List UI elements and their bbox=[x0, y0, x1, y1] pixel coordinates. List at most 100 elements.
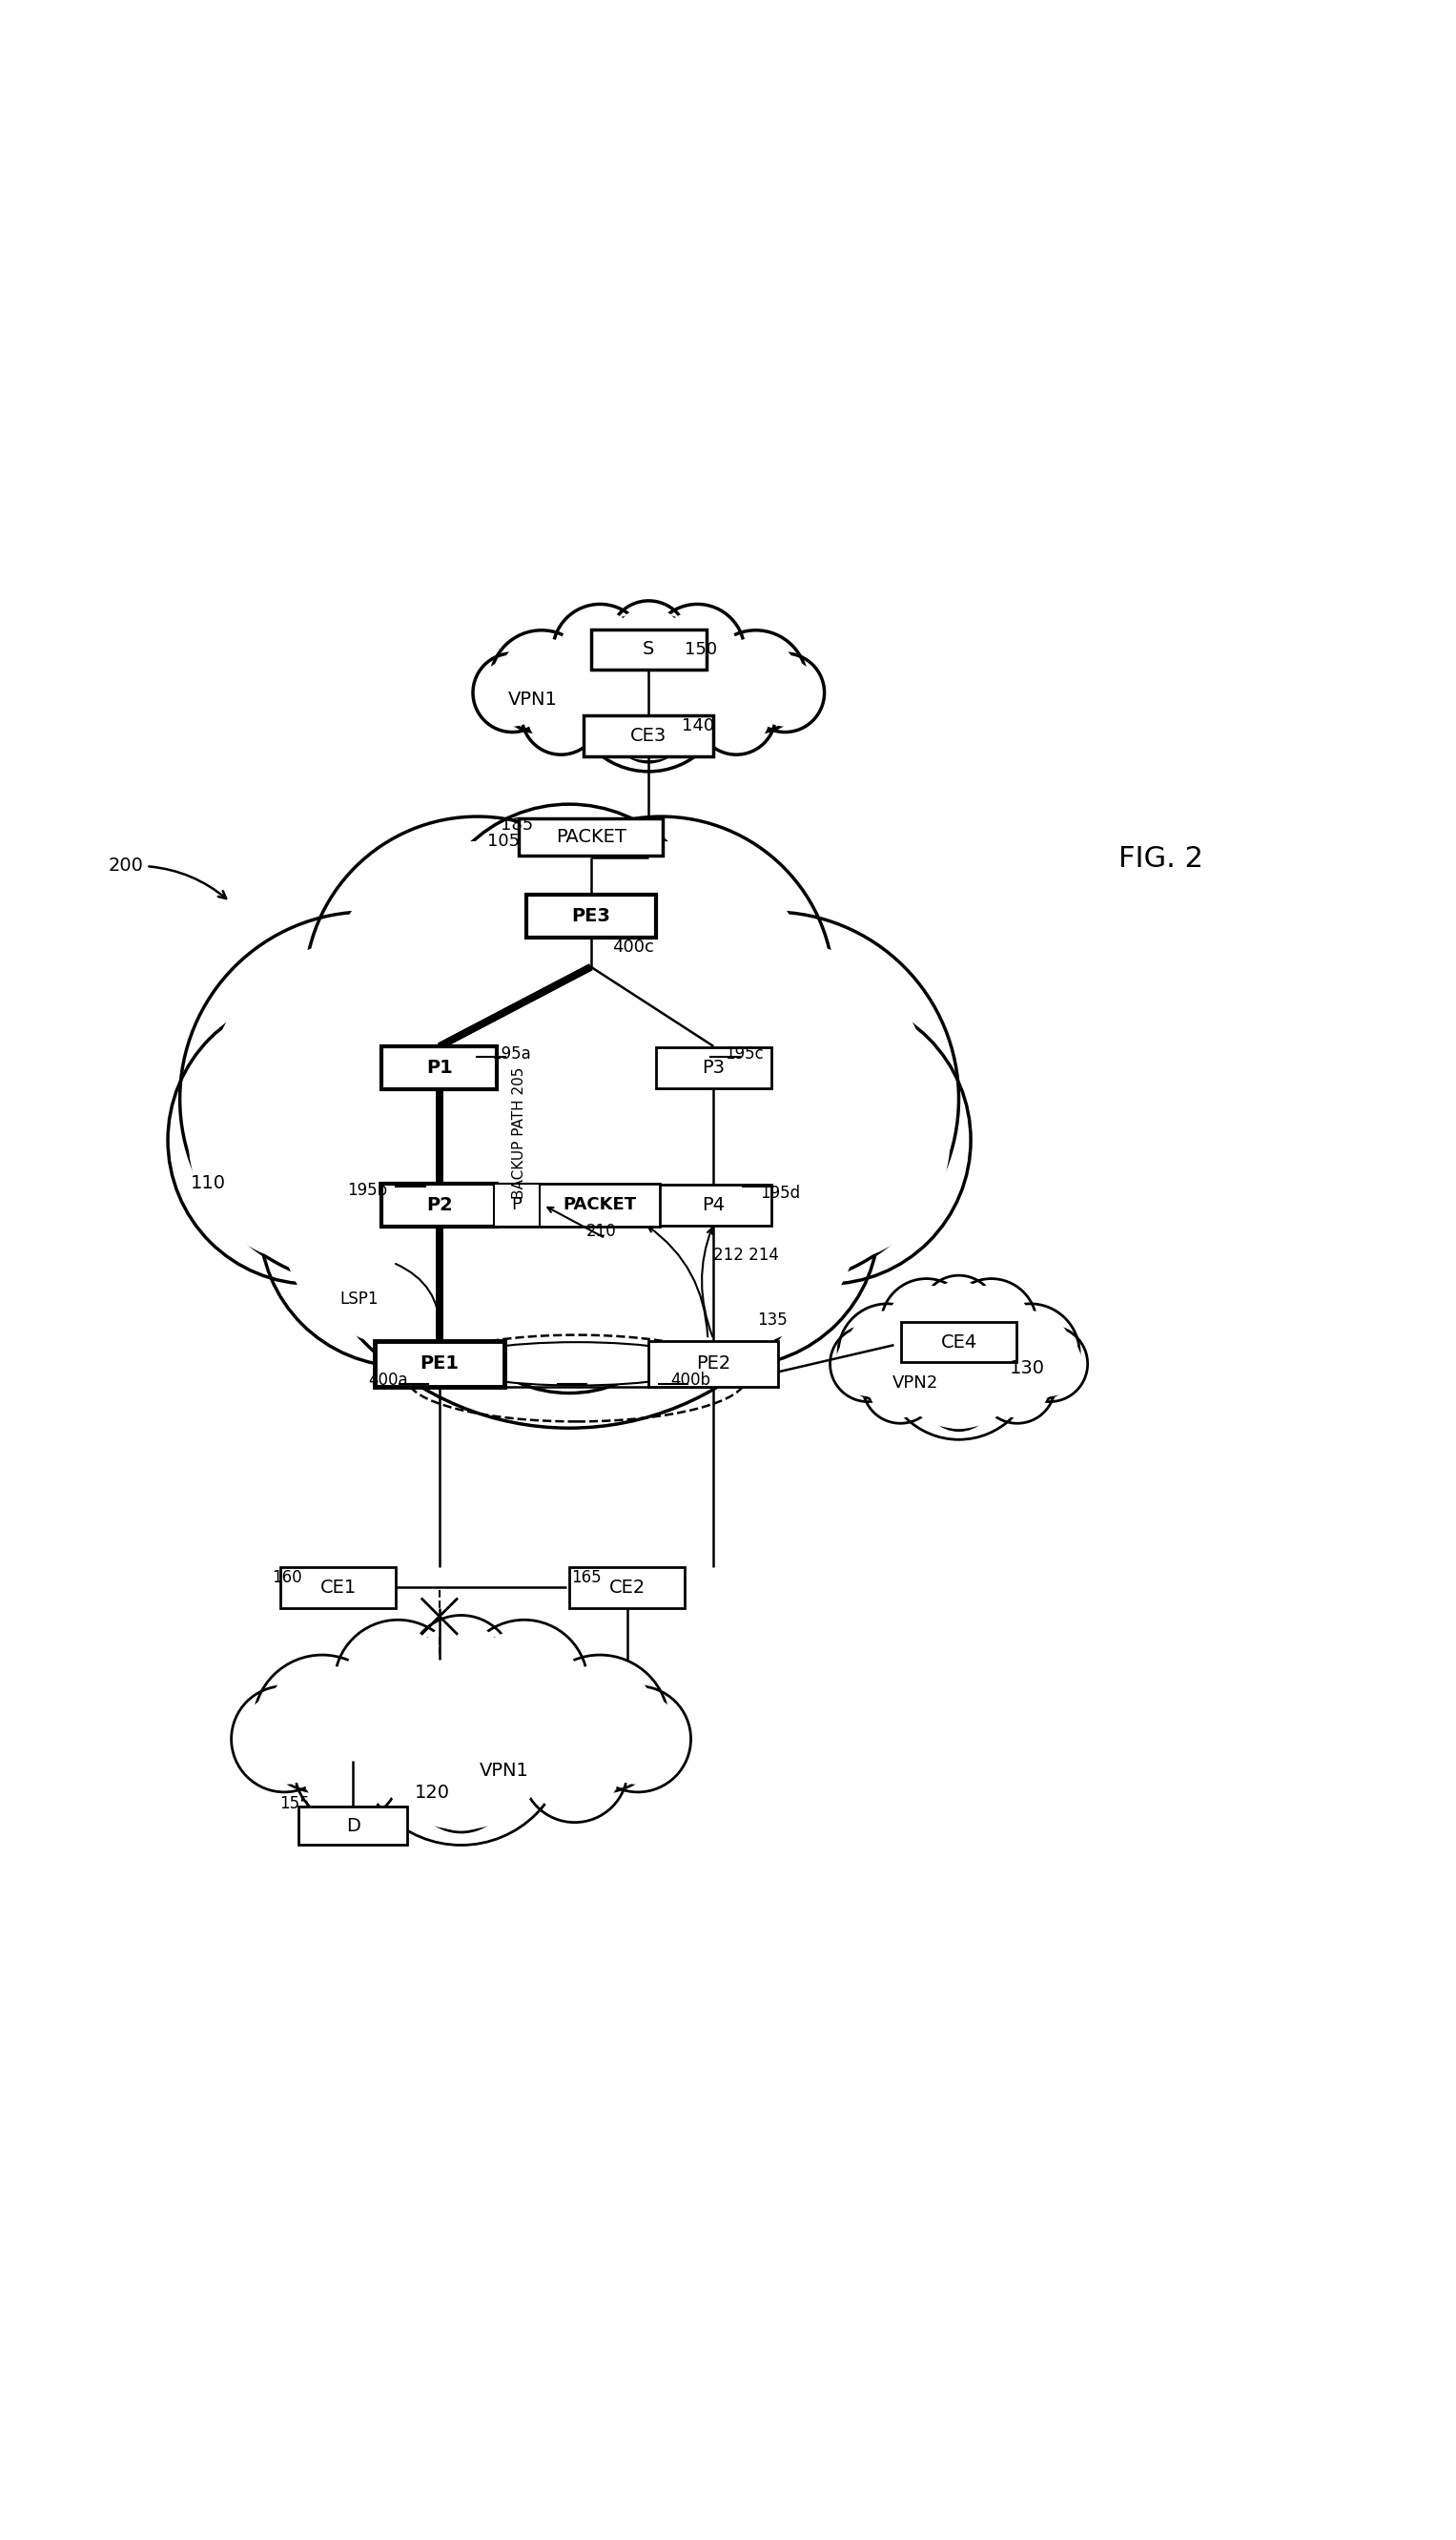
Text: PACKET: PACKET bbox=[556, 828, 626, 846]
Circle shape bbox=[491, 630, 593, 732]
Text: 135: 135 bbox=[757, 1313, 788, 1328]
Text: 185: 185 bbox=[501, 818, 533, 833]
Text: CE3: CE3 bbox=[630, 726, 667, 744]
Text: CE4: CE4 bbox=[941, 1334, 977, 1351]
Circle shape bbox=[584, 912, 958, 1285]
FancyBboxPatch shape bbox=[584, 716, 713, 757]
Text: 195d: 195d bbox=[760, 1186, 799, 1201]
Circle shape bbox=[981, 1303, 1079, 1402]
Circle shape bbox=[657, 612, 738, 691]
Circle shape bbox=[881, 1278, 971, 1369]
Text: 200: 200 bbox=[109, 856, 226, 899]
Circle shape bbox=[527, 681, 594, 749]
Circle shape bbox=[929, 1367, 989, 1425]
Circle shape bbox=[498, 638, 585, 726]
Text: PE2: PE2 bbox=[696, 1354, 731, 1374]
Text: P: P bbox=[511, 1196, 521, 1214]
Circle shape bbox=[952, 1285, 1031, 1364]
Circle shape bbox=[591, 1080, 879, 1367]
Circle shape bbox=[683, 996, 971, 1285]
Text: 400c: 400c bbox=[613, 937, 654, 955]
FancyBboxPatch shape bbox=[518, 818, 662, 856]
Text: 195b: 195b bbox=[348, 1181, 387, 1199]
Circle shape bbox=[1018, 1331, 1082, 1397]
Circle shape bbox=[612, 1100, 858, 1346]
Circle shape bbox=[585, 1687, 690, 1793]
Circle shape bbox=[264, 1664, 381, 1783]
Text: P4: P4 bbox=[702, 1196, 725, 1214]
Circle shape bbox=[344, 1628, 453, 1737]
FancyBboxPatch shape bbox=[649, 1341, 779, 1387]
FancyBboxPatch shape bbox=[591, 630, 706, 671]
Circle shape bbox=[922, 1275, 997, 1351]
Circle shape bbox=[460, 1621, 588, 1748]
FancyBboxPatch shape bbox=[381, 1184, 496, 1227]
Circle shape bbox=[414, 1737, 508, 1831]
Circle shape bbox=[839, 1303, 936, 1402]
Circle shape bbox=[239, 1694, 331, 1786]
Text: CE1: CE1 bbox=[320, 1577, 357, 1598]
Circle shape bbox=[415, 1623, 507, 1715]
Text: LSP1: LSP1 bbox=[341, 1290, 379, 1308]
Circle shape bbox=[304, 815, 649, 1161]
Circle shape bbox=[703, 681, 770, 749]
Circle shape bbox=[926, 1280, 992, 1346]
Circle shape bbox=[540, 1664, 660, 1783]
Circle shape bbox=[619, 696, 678, 757]
Text: 195a: 195a bbox=[491, 1044, 531, 1062]
Circle shape bbox=[259, 1080, 547, 1367]
Circle shape bbox=[559, 612, 641, 691]
Circle shape bbox=[581, 625, 716, 759]
FancyBboxPatch shape bbox=[655, 1046, 772, 1087]
Circle shape bbox=[329, 841, 625, 1138]
Text: VPN1: VPN1 bbox=[479, 1763, 529, 1781]
Text: 210: 210 bbox=[587, 1222, 617, 1240]
FancyBboxPatch shape bbox=[494, 1184, 660, 1227]
Circle shape bbox=[521, 1717, 628, 1821]
Circle shape bbox=[335, 1621, 462, 1748]
Text: VPN2: VPN2 bbox=[893, 1374, 939, 1392]
FancyBboxPatch shape bbox=[569, 1567, 684, 1608]
Ellipse shape bbox=[447, 1341, 706, 1384]
Circle shape bbox=[569, 615, 728, 772]
Text: 110: 110 bbox=[191, 1173, 226, 1191]
Circle shape bbox=[207, 940, 527, 1260]
Text: 400b: 400b bbox=[670, 1372, 711, 1389]
Circle shape bbox=[479, 658, 546, 726]
Circle shape bbox=[1012, 1326, 1088, 1402]
Text: CE2: CE2 bbox=[609, 1577, 645, 1598]
Circle shape bbox=[514, 841, 810, 1138]
FancyBboxPatch shape bbox=[381, 1046, 496, 1090]
Circle shape bbox=[370, 1648, 552, 1829]
Text: 165: 165 bbox=[571, 1570, 601, 1585]
Circle shape bbox=[425, 805, 713, 1092]
Circle shape bbox=[281, 1100, 527, 1346]
Circle shape bbox=[281, 853, 858, 1427]
Text: P2: P2 bbox=[427, 1196, 453, 1214]
Text: PE1: PE1 bbox=[419, 1354, 459, 1374]
Text: P3: P3 bbox=[702, 1059, 725, 1077]
Circle shape bbox=[408, 1615, 514, 1722]
FancyBboxPatch shape bbox=[298, 1806, 408, 1844]
Circle shape bbox=[167, 996, 456, 1285]
FancyBboxPatch shape bbox=[374, 1341, 504, 1387]
Text: 150: 150 bbox=[684, 640, 718, 658]
Circle shape bbox=[470, 1628, 578, 1737]
Text: FIG. 2: FIG. 2 bbox=[1118, 846, 1203, 874]
Circle shape bbox=[830, 1326, 906, 1402]
Text: PE3: PE3 bbox=[571, 907, 610, 925]
Circle shape bbox=[745, 653, 824, 732]
Circle shape bbox=[649, 605, 744, 699]
FancyBboxPatch shape bbox=[526, 894, 655, 937]
Text: VPN1: VPN1 bbox=[508, 691, 558, 709]
Text: 212 214: 212 214 bbox=[713, 1247, 779, 1265]
Circle shape bbox=[705, 630, 807, 732]
Circle shape bbox=[989, 1311, 1073, 1394]
Circle shape bbox=[862, 1349, 938, 1422]
Circle shape bbox=[473, 653, 552, 732]
Circle shape bbox=[355, 1633, 568, 1844]
Circle shape bbox=[609, 602, 689, 681]
Text: 160: 160 bbox=[272, 1570, 303, 1585]
Circle shape bbox=[703, 1016, 951, 1262]
Circle shape bbox=[894, 1298, 1024, 1430]
